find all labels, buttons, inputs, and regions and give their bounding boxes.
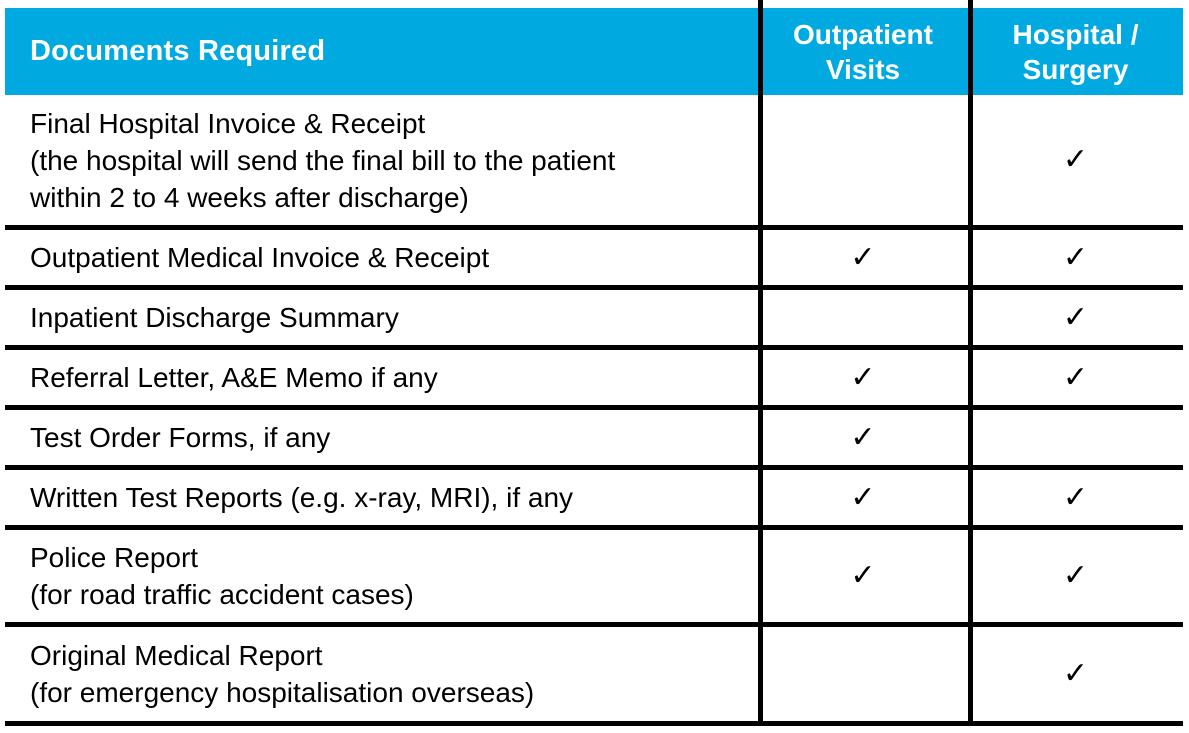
hospital-check-cell: ✓ [968, 627, 1183, 721]
document-label: Test Order Forms, if any [30, 422, 331, 453]
header-hospital-surgery: Hospital / Surgery [1012, 18, 1139, 85]
document-name-cell: Final Hospital Invoice & Receipt (the ho… [5, 95, 758, 225]
document-name-cell: Test Order Forms, if any [5, 410, 758, 465]
document-name-cell: Original Medical Report (for emergency h… [5, 627, 758, 721]
outpatient-check-cell: ✓ [758, 410, 968, 465]
checkmark-icon: ✓ [850, 419, 876, 455]
document-note: (for road traffic accident cases) [30, 579, 414, 610]
table-row: Written Test Reports (e.g. x-ray, MRI), … [5, 470, 1183, 530]
hospital-check-cell: ✓ [968, 530, 1183, 622]
checkmark-icon: ✓ [1062, 299, 1089, 335]
header-outpatient-visits: Outpatient Visits [793, 18, 933, 85]
document-label: Referral Letter, A&E Memo if any [30, 362, 438, 393]
checkmark-icon: ✓ [1062, 479, 1089, 515]
outpatient-check-cell [758, 95, 968, 225]
document-label: Police Report [30, 542, 199, 573]
checkmark-icon: ✓ [850, 558, 876, 593]
outpatient-check-cell [758, 627, 968, 721]
documents-required-table: Documents Required Outpatient Visits Hos… [5, 8, 1183, 726]
document-note: (the hospital will send the final bill t… [30, 144, 616, 213]
hospital-check-cell: ✓ [968, 290, 1183, 345]
document-label: Outpatient Medical Invoice & Receipt [30, 242, 490, 273]
hospital-check-cell: ✓ [968, 230, 1183, 285]
hospital-check-cell [968, 410, 1183, 465]
table-row: Police Report (for road traffic accident… [5, 530, 1183, 627]
document-name-cell: Police Report (for road traffic accident… [5, 530, 758, 622]
checkmark-icon: ✓ [850, 479, 876, 515]
header-documents-required: Documents Required [30, 35, 326, 67]
table-row: Inpatient Discharge Summary ✓ [5, 290, 1183, 350]
hospital-check-cell: ✓ [968, 95, 1183, 225]
outpatient-check-cell: ✓ [758, 350, 968, 405]
column-divider [968, 0, 973, 726]
checkmark-icon: ✓ [1062, 359, 1089, 395]
checkmark-icon: ✓ [850, 359, 876, 395]
document-label: Written Test Reports (e.g. x-ray, MRI), … [30, 482, 574, 513]
table-row: Outpatient Medical Invoice & Receipt ✓ ✓ [5, 230, 1183, 290]
hospital-check-cell: ✓ [968, 350, 1183, 405]
table-row: Test Order Forms, if any ✓ [5, 410, 1183, 470]
outpatient-check-cell [758, 290, 968, 345]
document-label: Inpatient Discharge Summary [30, 302, 399, 333]
checkmark-icon: ✓ [1062, 558, 1089, 593]
document-name-cell: Written Test Reports (e.g. x-ray, MRI), … [5, 470, 758, 525]
document-name-cell: Outpatient Medical Invoice & Receipt [5, 230, 758, 285]
table-row: Final Hospital Invoice & Receipt (the ho… [5, 95, 1183, 230]
document-name-cell: Inpatient Discharge Summary [5, 290, 758, 345]
document-note: (for emergency hospitalisation overseas) [30, 677, 535, 708]
checkmark-icon: ✓ [1062, 656, 1089, 691]
document-label: Final Hospital Invoice & Receipt [30, 107, 426, 139]
table-header-row: Documents Required Outpatient Visits Hos… [5, 8, 1183, 95]
checkmark-icon: ✓ [850, 239, 876, 275]
checkmark-icon: ✓ [1062, 239, 1089, 275]
document-name-cell: Referral Letter, A&E Memo if any [5, 350, 758, 405]
outpatient-check-cell: ✓ [758, 230, 968, 285]
table-row: Original Medical Report (for emergency h… [5, 627, 1183, 726]
checkmark-icon: ✓ [1062, 142, 1089, 177]
outpatient-check-cell: ✓ [758, 530, 968, 622]
table-row: Referral Letter, A&E Memo if any ✓ ✓ [5, 350, 1183, 410]
document-label: Original Medical Report [30, 640, 323, 671]
hospital-check-cell: ✓ [968, 470, 1183, 525]
outpatient-check-cell: ✓ [758, 470, 968, 525]
column-divider [758, 0, 763, 726]
